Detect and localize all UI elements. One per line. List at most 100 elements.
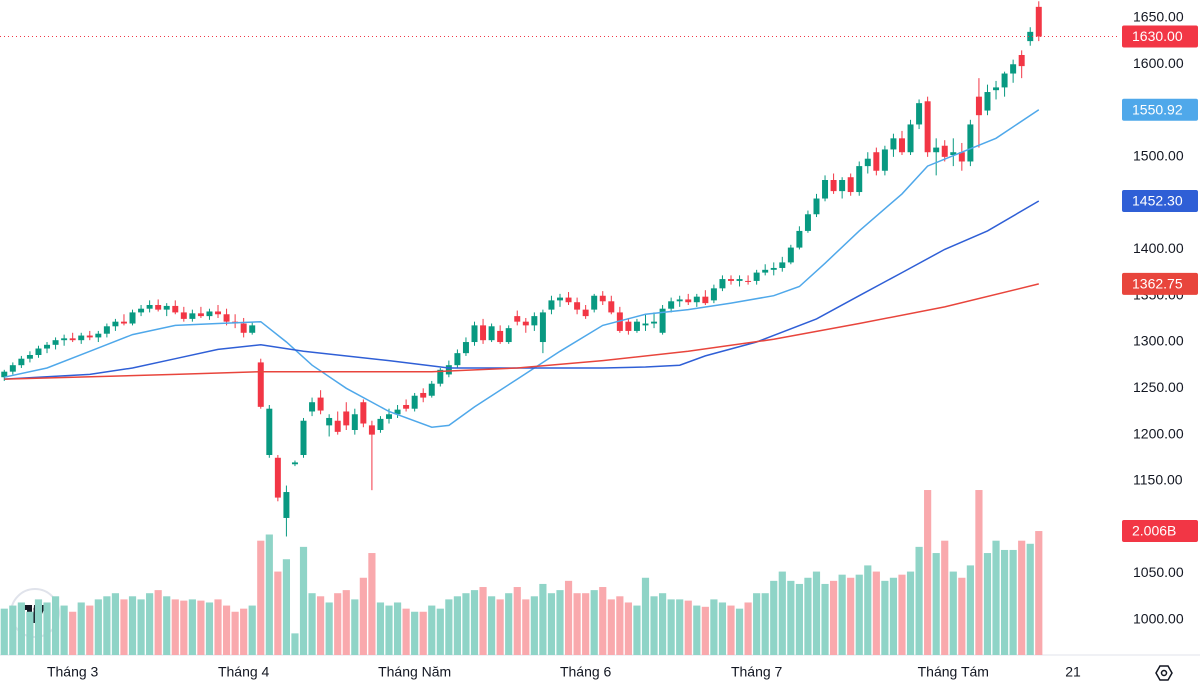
volume-bar bbox=[753, 593, 761, 655]
volume-bar bbox=[992, 540, 1000, 655]
volume-bar bbox=[889, 577, 898, 655]
volume-bar bbox=[197, 600, 205, 655]
volume-bar bbox=[607, 599, 615, 655]
volume-bar bbox=[770, 580, 778, 655]
ma-value-label-text: 1452.30 bbox=[1132, 193, 1183, 209]
volume-bar bbox=[735, 608, 744, 655]
y-tick-label: 1400.00 bbox=[1133, 240, 1184, 256]
volume-bar bbox=[163, 596, 171, 655]
candle-body bbox=[1018, 55, 1025, 67]
candle-body bbox=[574, 302, 581, 310]
volume-bar bbox=[564, 580, 573, 655]
volume-bar bbox=[111, 593, 120, 655]
candle-body bbox=[120, 321, 127, 324]
candle-body bbox=[514, 316, 521, 322]
candle-body bbox=[1, 371, 8, 378]
candle-body bbox=[377, 418, 384, 430]
volume-bar bbox=[804, 577, 812, 655]
candle-body bbox=[471, 325, 478, 343]
candle-body bbox=[693, 296, 700, 303]
candle-body bbox=[291, 462, 298, 465]
volume-bar bbox=[744, 602, 752, 655]
volume-bar bbox=[317, 596, 325, 655]
volume-bar bbox=[180, 600, 188, 655]
candle-body bbox=[804, 214, 811, 231]
y-tick-label: 1300.00 bbox=[1133, 333, 1184, 349]
volume-bar bbox=[582, 593, 590, 655]
candle-body bbox=[864, 158, 871, 167]
settings-icon[interactable] bbox=[1155, 665, 1173, 681]
volume-bar bbox=[248, 605, 256, 655]
y-tick-label: 1200.00 bbox=[1133, 425, 1184, 441]
volume-bar bbox=[411, 611, 419, 655]
candle-body bbox=[565, 297, 572, 303]
volume-bar bbox=[0, 608, 8, 655]
volume-bar bbox=[710, 599, 718, 655]
volume-bar bbox=[667, 599, 675, 655]
candle-body bbox=[745, 280, 752, 282]
volume-bar bbox=[821, 583, 829, 655]
volume-bar bbox=[915, 546, 923, 655]
volume-bar bbox=[325, 602, 333, 655]
volume-bar bbox=[795, 583, 803, 655]
volume-bar bbox=[479, 587, 487, 655]
volume-bar bbox=[393, 602, 402, 655]
candle-body bbox=[52, 340, 59, 345]
candle-body bbox=[608, 301, 615, 313]
volume-bar bbox=[599, 587, 607, 655]
candle-body bbox=[283, 492, 290, 518]
candle-body bbox=[839, 180, 846, 192]
candle-body bbox=[95, 333, 102, 338]
volume-bar bbox=[9, 605, 17, 655]
volume-bar bbox=[137, 599, 145, 655]
candle-body bbox=[950, 152, 957, 155]
volume-bar bbox=[864, 565, 872, 655]
volume-bar bbox=[26, 611, 34, 655]
volume-bar bbox=[1009, 549, 1017, 655]
volume-bar bbox=[539, 583, 547, 655]
candle-body bbox=[437, 369, 444, 384]
candle-body bbox=[454, 353, 461, 366]
candle-body bbox=[856, 166, 863, 193]
candle-body bbox=[830, 180, 837, 192]
candle-body bbox=[539, 312, 546, 343]
volume-bar bbox=[941, 540, 949, 655]
volume-bar bbox=[77, 602, 85, 655]
volume-bar bbox=[924, 490, 932, 655]
candle-body bbox=[138, 308, 145, 313]
candle-body bbox=[890, 138, 897, 150]
candle-body bbox=[941, 145, 948, 157]
y-tick-label: 1500.00 bbox=[1133, 148, 1184, 164]
candle-body bbox=[18, 358, 25, 366]
candle-body bbox=[779, 262, 786, 268]
ma-value-label-text: 1362.75 bbox=[1132, 276, 1183, 292]
candle-body bbox=[223, 314, 230, 322]
candle-body bbox=[975, 96, 982, 116]
candle-body bbox=[155, 305, 162, 310]
volume-bar bbox=[778, 571, 786, 655]
volume-bar bbox=[257, 540, 265, 655]
volume-bar bbox=[231, 611, 239, 655]
volume-bar bbox=[86, 605, 94, 655]
candle-body bbox=[1027, 31, 1034, 42]
volume-bar bbox=[385, 605, 393, 655]
ma-value-label: 1362.75 bbox=[1122, 272, 1198, 295]
candle-body bbox=[557, 297, 563, 301]
volume-bar bbox=[205, 602, 214, 655]
volume-bar bbox=[505, 593, 513, 655]
candle-body bbox=[69, 338, 76, 341]
candle-body bbox=[129, 312, 136, 324]
candle-body bbox=[44, 344, 51, 349]
ma-value-label-text: 1550.92 bbox=[1132, 101, 1183, 117]
volume-bar bbox=[727, 605, 735, 655]
candle-body bbox=[326, 417, 333, 426]
candle-body bbox=[9, 365, 16, 372]
volume-bar bbox=[351, 599, 359, 655]
candle-body bbox=[206, 311, 213, 317]
candle-body bbox=[215, 311, 222, 315]
candle-body bbox=[651, 321, 658, 324]
x-tick-label: Tháng 4 bbox=[218, 664, 270, 680]
ma-value-label-box bbox=[1122, 190, 1198, 213]
candle-body bbox=[309, 402, 316, 412]
volume-bar bbox=[983, 553, 992, 655]
